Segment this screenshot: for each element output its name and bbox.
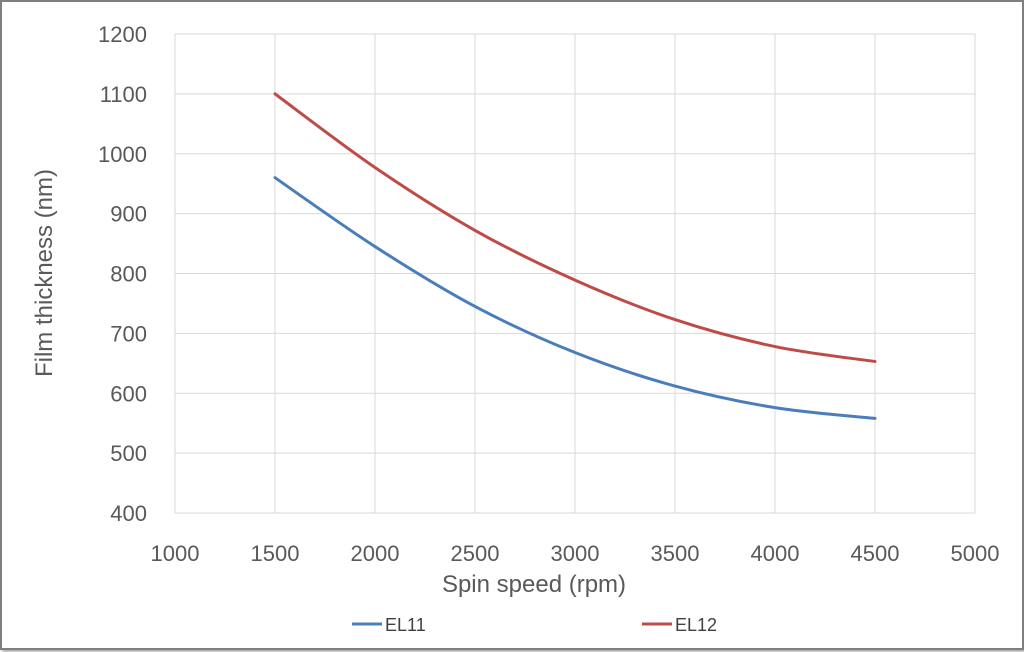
y-tick-label: 1100 [100,82,147,107]
y-tick-label: 500 [110,441,147,466]
x-tick-label: 1000 [151,541,200,566]
legend-label-el12: EL12 [675,615,717,635]
x-axis-title: Spin speed (rpm) [442,571,626,598]
y-tick-label: 1200 [98,22,147,47]
series-lines [273,92,877,420]
y-tick-labels: 400 500 600 700 800 900 1000 1100 1200 [98,22,147,526]
x-tick-label: 3500 [651,541,700,566]
x-tick-label: 3000 [551,541,600,566]
x-tick-label: 1500 [251,541,300,566]
series-line-el12 [273,92,877,364]
y-tick-label: 400 [110,501,147,526]
x-tick-label: 2000 [351,541,400,566]
legend-label-el11: EL11 [385,615,426,635]
x-tick-label: 2500 [451,541,500,566]
y-tick-label: 800 [110,262,147,287]
x-tick-label: 4500 [851,541,900,566]
x-tick-labels: 1000 1500 2000 2500 3000 3500 4000 4500 5000 [151,541,1000,566]
y-tick-label: 1000 [98,142,147,167]
y-tick-label: 600 [110,381,147,406]
x-tick-label: 5000 [951,541,1000,566]
gridlines [174,33,976,514]
y-axis-title: Film thickness (nm) [31,169,58,377]
y-tick-label: 700 [110,321,147,346]
series-line-el11 [273,176,877,420]
legend: EL11 EL12 [352,615,717,635]
x-tick-label: 4000 [751,541,800,566]
y-tick-label: 900 [110,202,147,227]
